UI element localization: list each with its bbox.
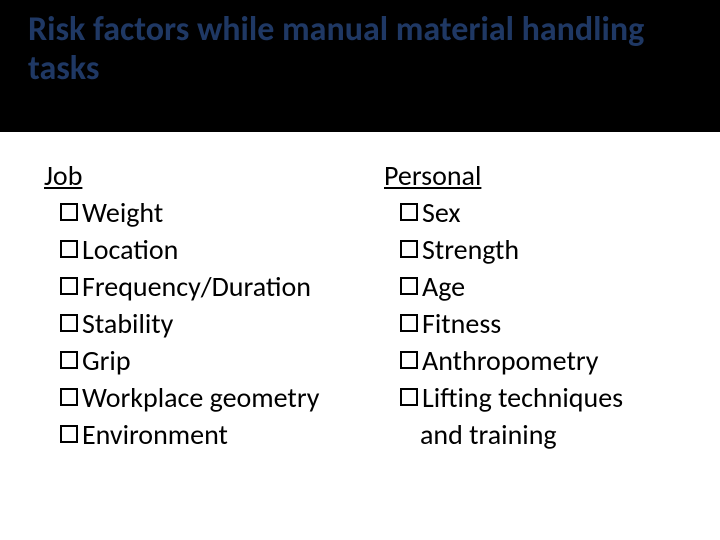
- list-item: Location: [44, 232, 374, 269]
- square-bullet-icon: [400, 351, 418, 369]
- square-bullet-icon: [60, 277, 78, 295]
- column-job-heading: Job: [44, 158, 374, 193]
- list-item: Sex: [384, 195, 684, 232]
- column-personal-heading: Personal: [384, 158, 684, 193]
- list-item: Anthropometry: [384, 343, 684, 380]
- column-job: Job Weight Location Frequency/Duration S…: [44, 158, 374, 454]
- slide: Risk factors while manual material handl…: [0, 0, 720, 540]
- square-bullet-icon: [60, 388, 78, 406]
- list-item: Workplace geometry: [44, 380, 374, 417]
- list-item-label: Stability: [82, 306, 173, 343]
- list-item: and training: [384, 417, 684, 454]
- list-item: Lifting techniques: [384, 380, 684, 417]
- square-bullet-icon: [400, 314, 418, 332]
- square-bullet-icon: [400, 277, 418, 295]
- list-item-label: Sex: [422, 195, 461, 232]
- list-item: Frequency/Duration: [44, 269, 374, 306]
- list-item: Weight: [44, 195, 374, 232]
- square-bullet-icon: [400, 203, 418, 221]
- list-item: Strength: [384, 232, 684, 269]
- list-item-label: Location: [82, 232, 178, 269]
- list-item-label: Lifting techniques: [422, 380, 623, 417]
- list-item-label: Age: [422, 269, 465, 306]
- list-item: Grip: [44, 343, 374, 380]
- list-item: Environment: [44, 417, 374, 454]
- list-item: Fitness: [384, 306, 684, 343]
- list-item-label: Frequency/Duration: [82, 269, 311, 306]
- list-item-label: Weight: [82, 195, 163, 232]
- list-item-label: Strength: [422, 232, 519, 269]
- list-item-label: and training: [420, 417, 557, 454]
- square-bullet-icon: [60, 425, 78, 443]
- list-item: Age: [384, 269, 684, 306]
- column-personal: Personal Sex Strength Age Fitness Anthro…: [374, 158, 684, 454]
- square-bullet-icon: [60, 314, 78, 332]
- square-bullet-icon: [60, 240, 78, 258]
- title-band: Risk factors while manual material handl…: [0, 0, 720, 132]
- list-item-label: Grip: [82, 343, 131, 380]
- list-item: Stability: [44, 306, 374, 343]
- content-area: Job Weight Location Frequency/Duration S…: [44, 158, 684, 454]
- slide-title: Risk factors while manual material handl…: [28, 10, 692, 88]
- square-bullet-icon: [60, 351, 78, 369]
- square-bullet-icon: [60, 203, 78, 221]
- square-bullet-icon: [400, 388, 418, 406]
- list-item-label: Workplace geometry: [82, 380, 319, 417]
- square-bullet-icon: [400, 240, 418, 258]
- list-item-label: Environment: [82, 417, 228, 454]
- list-item-label: Anthropometry: [422, 343, 598, 380]
- list-item-label: Fitness: [422, 306, 501, 343]
